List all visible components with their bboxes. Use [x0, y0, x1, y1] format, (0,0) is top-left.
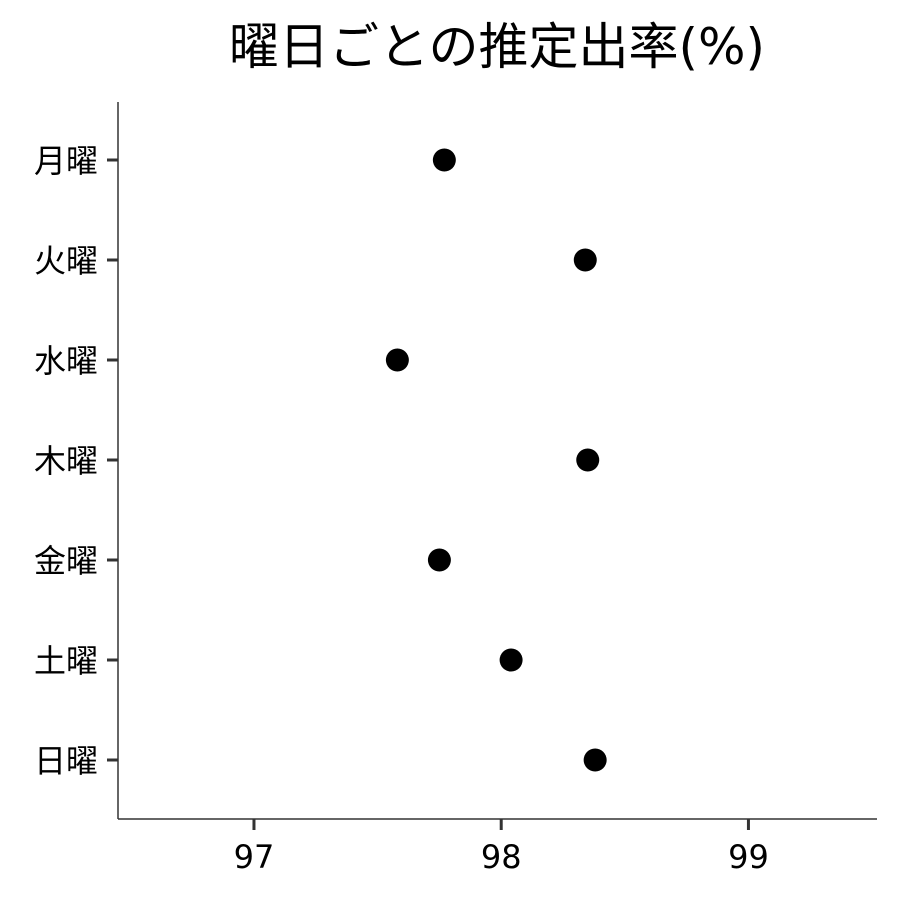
y-tick-label: 金曜 — [34, 542, 98, 580]
data-point — [583, 748, 607, 772]
x-tick-label: 97 — [234, 838, 275, 876]
data-point — [499, 648, 523, 672]
y-tick-label: 木曜 — [34, 442, 98, 480]
data-point — [573, 248, 597, 272]
y-tick-label: 月曜 — [34, 142, 98, 180]
x-tick-label: 98 — [481, 838, 522, 876]
x-tick-label: 99 — [728, 838, 769, 876]
data-point — [576, 448, 600, 472]
y-tick-label: 土曜 — [34, 642, 98, 680]
y-tick-label: 水曜 — [34, 342, 98, 380]
data-point — [385, 348, 409, 372]
y-tick-label: 日曜 — [34, 742, 98, 780]
data-point — [427, 548, 451, 572]
x-axis: 97 98 99 — [234, 819, 769, 876]
chart-title: 曜日ごとの推定出率(%) — [229, 18, 765, 76]
data-points — [385, 148, 607, 772]
y-tick-label: 火曜 — [34, 242, 98, 280]
data-point — [432, 148, 456, 172]
